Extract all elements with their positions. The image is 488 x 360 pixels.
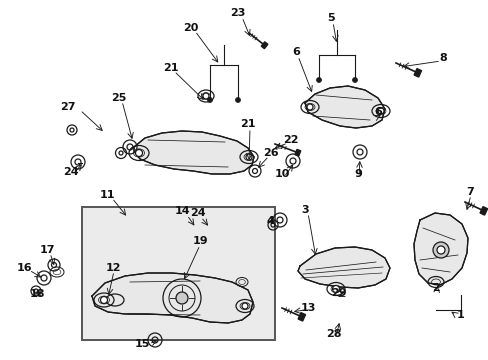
Text: 18: 18 [29, 289, 45, 299]
Polygon shape [298, 312, 305, 321]
Text: 28: 28 [325, 329, 341, 339]
Text: 9: 9 [353, 169, 361, 179]
Circle shape [245, 154, 251, 160]
Circle shape [432, 242, 448, 258]
Circle shape [242, 303, 247, 309]
Polygon shape [294, 149, 300, 156]
Text: 22: 22 [283, 135, 298, 145]
Circle shape [316, 77, 321, 82]
Text: 14: 14 [175, 206, 190, 216]
Text: 24: 24 [190, 208, 205, 218]
Text: 20: 20 [183, 23, 198, 33]
Text: 21: 21 [163, 63, 179, 73]
Text: 27: 27 [60, 102, 76, 112]
Polygon shape [479, 207, 487, 215]
Text: 26: 26 [263, 148, 278, 158]
Text: 16: 16 [17, 263, 33, 273]
Text: 8: 8 [438, 53, 446, 63]
Text: 13: 13 [300, 303, 315, 313]
Text: 5: 5 [326, 13, 334, 23]
Polygon shape [261, 42, 267, 49]
Text: 2: 2 [431, 283, 439, 293]
Text: 19: 19 [193, 236, 208, 246]
Text: 15: 15 [134, 339, 149, 349]
Text: 29: 29 [330, 288, 346, 298]
Text: 1: 1 [456, 310, 464, 320]
Circle shape [135, 149, 142, 157]
Text: 6: 6 [373, 107, 381, 117]
Circle shape [176, 292, 187, 304]
Polygon shape [413, 213, 467, 285]
Text: 17: 17 [39, 245, 55, 255]
Circle shape [332, 285, 339, 292]
Text: 24: 24 [63, 167, 79, 177]
Text: 6: 6 [291, 47, 299, 57]
Polygon shape [134, 131, 253, 174]
Text: 3: 3 [301, 205, 308, 215]
Circle shape [101, 297, 107, 303]
Circle shape [436, 246, 444, 254]
Polygon shape [305, 86, 384, 128]
Text: 10: 10 [274, 169, 289, 179]
Polygon shape [297, 247, 389, 288]
Circle shape [377, 108, 383, 114]
Text: 7: 7 [465, 187, 473, 197]
Text: 11: 11 [99, 190, 115, 200]
Text: 12: 12 [105, 263, 121, 273]
Text: 25: 25 [111, 93, 126, 103]
Circle shape [352, 77, 357, 82]
Polygon shape [92, 273, 252, 323]
Text: 4: 4 [265, 216, 273, 226]
Circle shape [207, 98, 212, 103]
Polygon shape [413, 69, 421, 77]
Bar [82, 207, 274, 340]
Circle shape [306, 104, 312, 110]
Text: 23: 23 [230, 8, 245, 18]
Text: 21: 21 [240, 119, 255, 129]
Circle shape [235, 98, 240, 103]
Circle shape [203, 93, 208, 99]
